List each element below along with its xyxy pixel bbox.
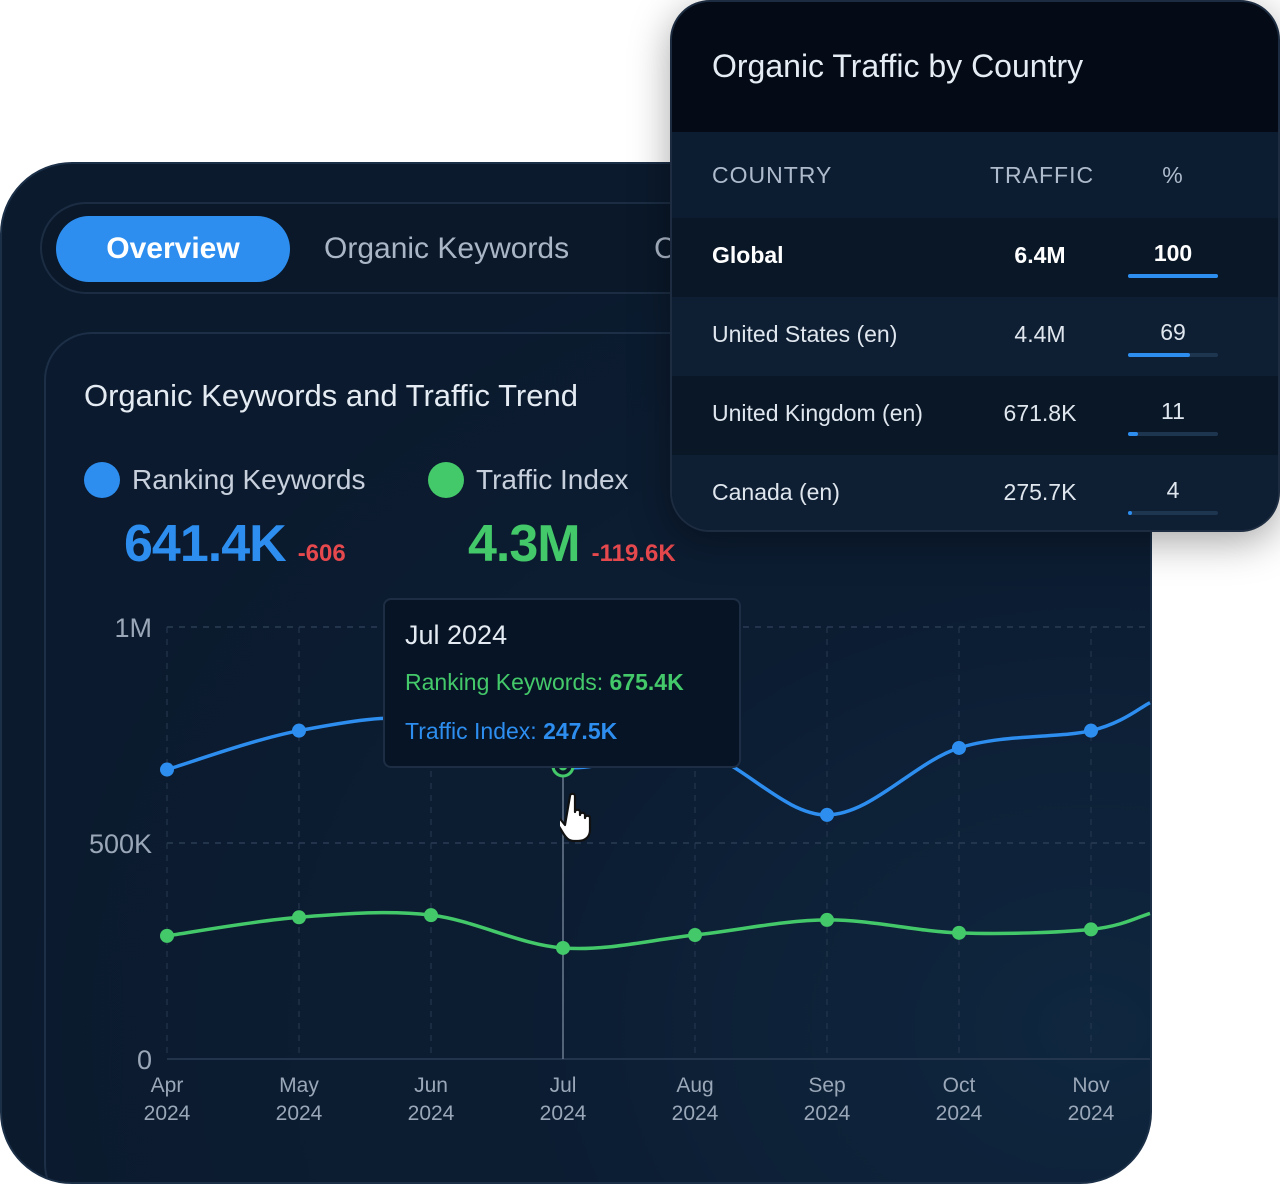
- ranking-metric: 641.4K -606: [124, 514, 346, 574]
- x-tick-label: Sep: [808, 1074, 845, 1097]
- tab-organic-keywords[interactable]: Organic Keywords: [324, 232, 570, 265]
- col-traffic: TRAFFIC: [990, 162, 1095, 188]
- x-tick-label: Jul: [550, 1074, 577, 1097]
- data-point: [160, 928, 174, 943]
- country-panel-header: Organic Traffic by Country: [672, 2, 1278, 132]
- tooltip-title: Jul 2024: [405, 620, 508, 650]
- data-point: [820, 807, 834, 822]
- hand-pointer-cursor-icon: [560, 792, 592, 842]
- data-point: [952, 925, 966, 940]
- share-bar-fill: [1128, 274, 1218, 278]
- data-point: [292, 723, 306, 738]
- share-bar: [1128, 511, 1218, 515]
- table-row[interactable]: United Kingdom (en) 671.8K 11: [672, 376, 1278, 455]
- x-tick-label: Nov: [1072, 1074, 1110, 1097]
- x-tick-label: 2024: [672, 1102, 719, 1125]
- traffic-value: 4.3M: [468, 515, 581, 573]
- x-tick-label: 2024: [540, 1102, 587, 1125]
- table-row[interactable]: Global 6.4M 100: [672, 218, 1278, 297]
- share-bar-fill: [1128, 511, 1132, 515]
- data-point: [820, 912, 834, 927]
- tab-overview[interactable]: Overview: [56, 216, 290, 282]
- x-tick-label: 2024: [276, 1102, 323, 1125]
- data-point: [1084, 922, 1098, 937]
- traffic-index-line: [166, 910, 1151, 951]
- tooltip-ranking-row: Ranking Keywords: 675.4K: [405, 669, 719, 696]
- col-country: COUNTRY: [712, 162, 833, 188]
- traffic-delta: -119.6K: [591, 540, 676, 567]
- row-traffic: 275.7K: [1003, 479, 1077, 505]
- x-tick-label: 2024: [936, 1102, 983, 1125]
- x-tick-label: 2024: [804, 1102, 851, 1125]
- tooltip-ranking-value: 675.4K: [609, 669, 684, 695]
- row-country: Canada (en): [712, 479, 840, 505]
- ranking-delta: -606: [297, 540, 346, 567]
- data-point: [292, 910, 306, 925]
- row-country: United Kingdom (en): [712, 400, 923, 426]
- y-tick-label: 500K: [89, 829, 152, 859]
- table-row[interactable]: Canada (en) 275.7K 4: [672, 455, 1278, 530]
- country-traffic-panel: Organic Traffic by Country COUNTRY TRAFF…: [670, 0, 1280, 532]
- country-panel-title: Organic Traffic by Country: [712, 48, 1084, 84]
- legend-ranking-keywords[interactable]: Ranking Keywords: [84, 462, 365, 498]
- tooltip-ranking-label: Ranking Keywords:: [405, 669, 604, 695]
- x-tick-label: 2024: [144, 1102, 191, 1125]
- row-traffic: 671.8K: [1003, 400, 1077, 426]
- row-country: Global: [712, 242, 784, 268]
- green-dot-icon: [428, 462, 464, 498]
- blue-dot-icon: [84, 462, 120, 498]
- row-percent: 69: [1160, 319, 1186, 345]
- ranking-value: 641.4K: [124, 515, 287, 573]
- tooltip-traffic-label: Traffic Index:: [405, 718, 537, 744]
- data-point: [424, 908, 438, 923]
- x-tick-label: 2024: [1068, 1102, 1115, 1125]
- data-point: [556, 940, 570, 955]
- share-bar: [1128, 353, 1218, 357]
- share-bar: [1128, 274, 1218, 278]
- row-country: United States (en): [712, 321, 898, 347]
- x-tick-label: 2024: [408, 1102, 455, 1125]
- trend-card-title: Organic Keywords and Traffic Trend: [84, 378, 578, 413]
- y-tick-label: 0: [137, 1045, 152, 1075]
- data-point: [688, 928, 702, 943]
- table-row[interactable]: United States (en) 4.4M 69: [672, 297, 1278, 376]
- row-percent: 4: [1166, 477, 1180, 503]
- share-bar: [1128, 432, 1218, 436]
- col-percent: %: [1162, 162, 1184, 188]
- legend-traffic-index[interactable]: Traffic Index: [428, 462, 629, 498]
- x-tick-label: Apr: [151, 1074, 184, 1097]
- row-percent: 11: [1161, 398, 1185, 424]
- x-tick-label: Oct: [943, 1074, 976, 1097]
- x-tick-label: Jun: [414, 1074, 448, 1097]
- row-traffic: 4.4M: [1014, 321, 1066, 347]
- data-point: [1084, 723, 1098, 738]
- row-traffic: 6.4M: [1014, 242, 1066, 268]
- data-point: [952, 740, 966, 755]
- data-point: [160, 762, 174, 777]
- share-bar-fill: [1128, 432, 1138, 436]
- country-table-header: COUNTRY TRAFFIC %: [672, 132, 1278, 218]
- x-tick-label: May: [279, 1074, 319, 1097]
- legend-traffic-label: Traffic Index: [476, 464, 629, 495]
- traffic-metric: 4.3M -119.6K: [468, 514, 676, 574]
- row-percent: 100: [1153, 240, 1193, 266]
- chart-tooltip: Jul 2024 Ranking Keywords: 675.4K Traffi…: [383, 598, 741, 768]
- tooltip-traffic-row: Traffic Index: 247.5K: [405, 718, 719, 745]
- share-bar-fill: [1128, 353, 1191, 357]
- tooltip-traffic-value: 247.5K: [543, 718, 618, 744]
- legend-ranking-label: Ranking Keywords: [132, 464, 366, 495]
- y-tick-label: 1M: [114, 613, 152, 643]
- x-tick-label: Aug: [676, 1074, 713, 1097]
